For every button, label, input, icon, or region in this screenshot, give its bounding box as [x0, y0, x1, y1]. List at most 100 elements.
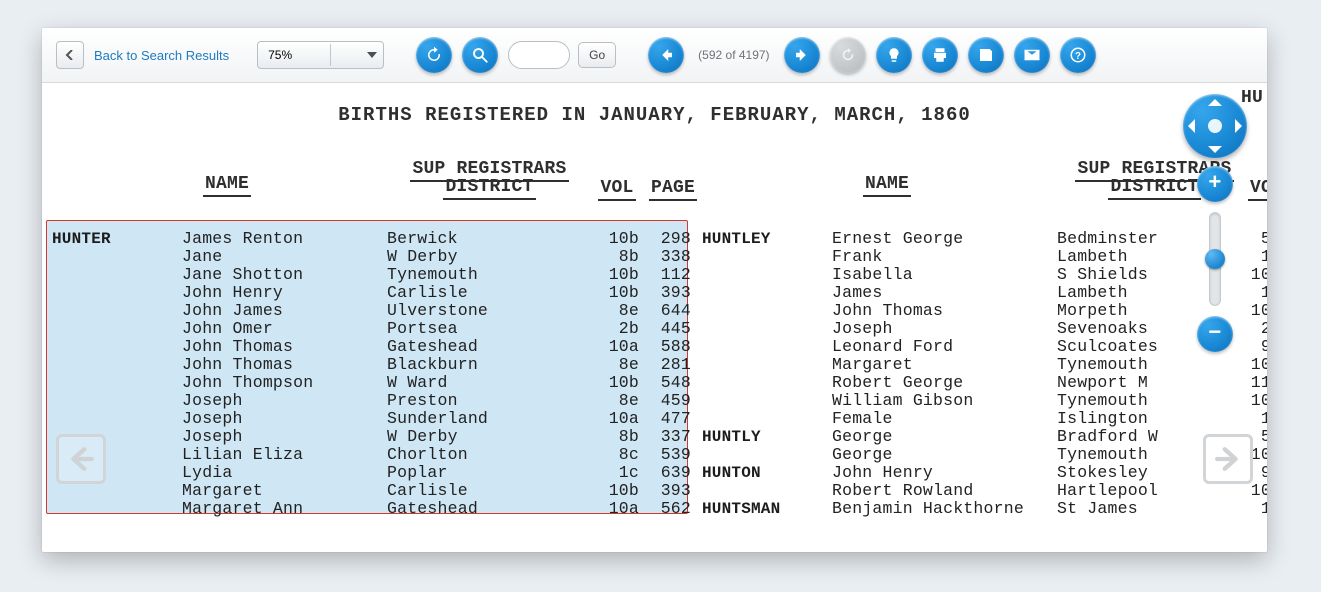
arrow-right-icon	[793, 46, 811, 64]
cell-name: John Omer	[182, 320, 387, 338]
cell-vol: 8b	[587, 248, 645, 266]
cell-district: Gateshead	[387, 338, 587, 356]
cell-district: Gateshead	[387, 500, 587, 518]
zoom-select[interactable]: 75%	[257, 41, 384, 69]
back-link[interactable]: Back to Search Results	[94, 48, 229, 63]
cell-page: 539	[645, 446, 691, 464]
cell-vol: 10	[1227, 356, 1267, 374]
cell-name: Frank	[832, 248, 1057, 266]
print-button[interactable]	[922, 37, 958, 73]
cell-district: Sunderland	[387, 410, 587, 428]
table-row: FemaleIslington1	[832, 410, 1267, 428]
cell-page: 445	[645, 320, 691, 338]
cell-name: Leonard Ford	[832, 338, 1057, 356]
page-counter: (592 of 4197)	[698, 48, 769, 62]
cell-district: Newport M	[1057, 374, 1227, 392]
zoom-thumb[interactable]	[1205, 249, 1225, 269]
pan-center-icon[interactable]	[1208, 119, 1222, 133]
go-button[interactable]: Go	[578, 42, 616, 68]
cell-name: Lydia	[182, 464, 387, 482]
zoom-in-button[interactable]: +	[1197, 166, 1233, 202]
save-icon	[977, 46, 995, 64]
cell-district: Tynemouth	[387, 266, 587, 284]
help-icon: ?	[1069, 46, 1087, 64]
cell-page: 393	[645, 482, 691, 500]
cell-name: Lilian Eliza	[182, 446, 387, 464]
zoom-track[interactable]	[1209, 212, 1221, 306]
refresh-button	[830, 37, 866, 73]
cell-name: Benjamin Hackthorne	[832, 500, 1057, 518]
arrow-right-outline-icon	[1215, 446, 1241, 472]
surname-hunter: HUNTER	[52, 230, 111, 248]
cell-district: Chorlton	[387, 446, 587, 464]
page-next-large[interactable]	[1203, 434, 1253, 484]
cell-name: John Henry	[832, 464, 1057, 482]
back-button[interactable]	[56, 41, 84, 69]
cell-name: John Henry	[182, 284, 387, 302]
save-button[interactable]	[968, 37, 1004, 73]
caret-down-icon	[367, 52, 377, 58]
idea-button[interactable]	[876, 37, 912, 73]
email-button[interactable]	[1014, 37, 1050, 73]
cell-page: 588	[645, 338, 691, 356]
document-viewport[interactable]: HU BIRTHS REGISTERED IN JANUARY, FEBRUAR…	[42, 82, 1267, 552]
cell-vol: 8c	[587, 446, 645, 464]
pan-right-icon[interactable]	[1235, 119, 1242, 133]
pan-down-icon[interactable]	[1208, 146, 1222, 153]
zoom-out-button[interactable]: −	[1197, 316, 1233, 352]
cell-vol: 1c	[587, 464, 645, 482]
rotate-button[interactable]	[416, 37, 452, 73]
cell-district: W Ward	[387, 374, 587, 392]
minus-icon: −	[1208, 323, 1221, 345]
table-row: Robert RowlandHartlepool10	[832, 482, 1267, 500]
cell-vol: 8e	[587, 356, 645, 374]
panzoom-control: + −	[1181, 94, 1249, 352]
pan-pad[interactable]	[1183, 94, 1247, 158]
cell-district: W Derby	[387, 248, 587, 266]
table-row: JaneW Derby8b338	[182, 248, 691, 266]
cell-vol: 8e	[587, 302, 645, 320]
surname-hunton: HUNTON	[702, 464, 761, 482]
viewer-frame: Back to Search Results 75% Go (592	[42, 28, 1267, 552]
cell-district: Bradford W	[1057, 428, 1227, 446]
next-page-button[interactable]	[784, 37, 820, 73]
cell-vol: 1	[1227, 410, 1267, 428]
print-icon	[931, 46, 949, 64]
rotate-icon	[425, 46, 443, 64]
rows-left: James RentonBerwick10b298JaneW Derby8b33…	[182, 230, 691, 518]
cell-vol: 10a	[587, 500, 645, 518]
pan-up-icon[interactable]	[1208, 99, 1222, 106]
cell-district: St James	[1057, 500, 1227, 518]
page-input[interactable]	[508, 41, 570, 69]
table-row: John HenryCarlisle10b393	[182, 284, 691, 302]
cell-district: Hartlepool	[1057, 482, 1227, 500]
cell-district: Berwick	[387, 230, 587, 248]
page-prev-large[interactable]	[56, 434, 106, 484]
cell-vol: 8b	[587, 428, 645, 446]
cell-district: Tynemouth	[1057, 392, 1227, 410]
cell-page: 639	[645, 464, 691, 482]
cell-name: John Thomas	[182, 338, 387, 356]
surname-huntly: HUNTLY	[702, 428, 761, 446]
table-row: John HenryStokesley9	[832, 464, 1267, 482]
cell-vol: 10a	[587, 410, 645, 428]
table-row: John ThomasBlackburn8e281	[182, 356, 691, 374]
pan-left-icon[interactable]	[1188, 119, 1195, 133]
table-row: Margaret AnnGateshead10a562	[182, 500, 691, 518]
cell-name: James	[832, 284, 1057, 302]
table-row: GeorgeBradford W5	[832, 428, 1267, 446]
table-row: LydiaPoplar1c639	[182, 464, 691, 482]
help-button[interactable]: ?	[1060, 37, 1096, 73]
cell-name: John Thomas	[832, 302, 1057, 320]
zoom-value: 75%	[268, 48, 292, 62]
cell-vol: 10b	[587, 482, 645, 500]
col-page-left: PAGE	[643, 178, 703, 198]
arrow-left-outline-icon	[68, 446, 94, 472]
document-page: HU BIRTHS REGISTERED IN JANUARY, FEBRUAR…	[42, 82, 1267, 552]
col-vol-left: VOL	[593, 178, 641, 198]
cell-vol: 10b	[587, 284, 645, 302]
cell-name: Joseph	[832, 320, 1057, 338]
table-row: GeorgeTynemouth10	[832, 446, 1267, 464]
prev-page-button[interactable]	[648, 37, 684, 73]
magnify-button[interactable]	[462, 37, 498, 73]
